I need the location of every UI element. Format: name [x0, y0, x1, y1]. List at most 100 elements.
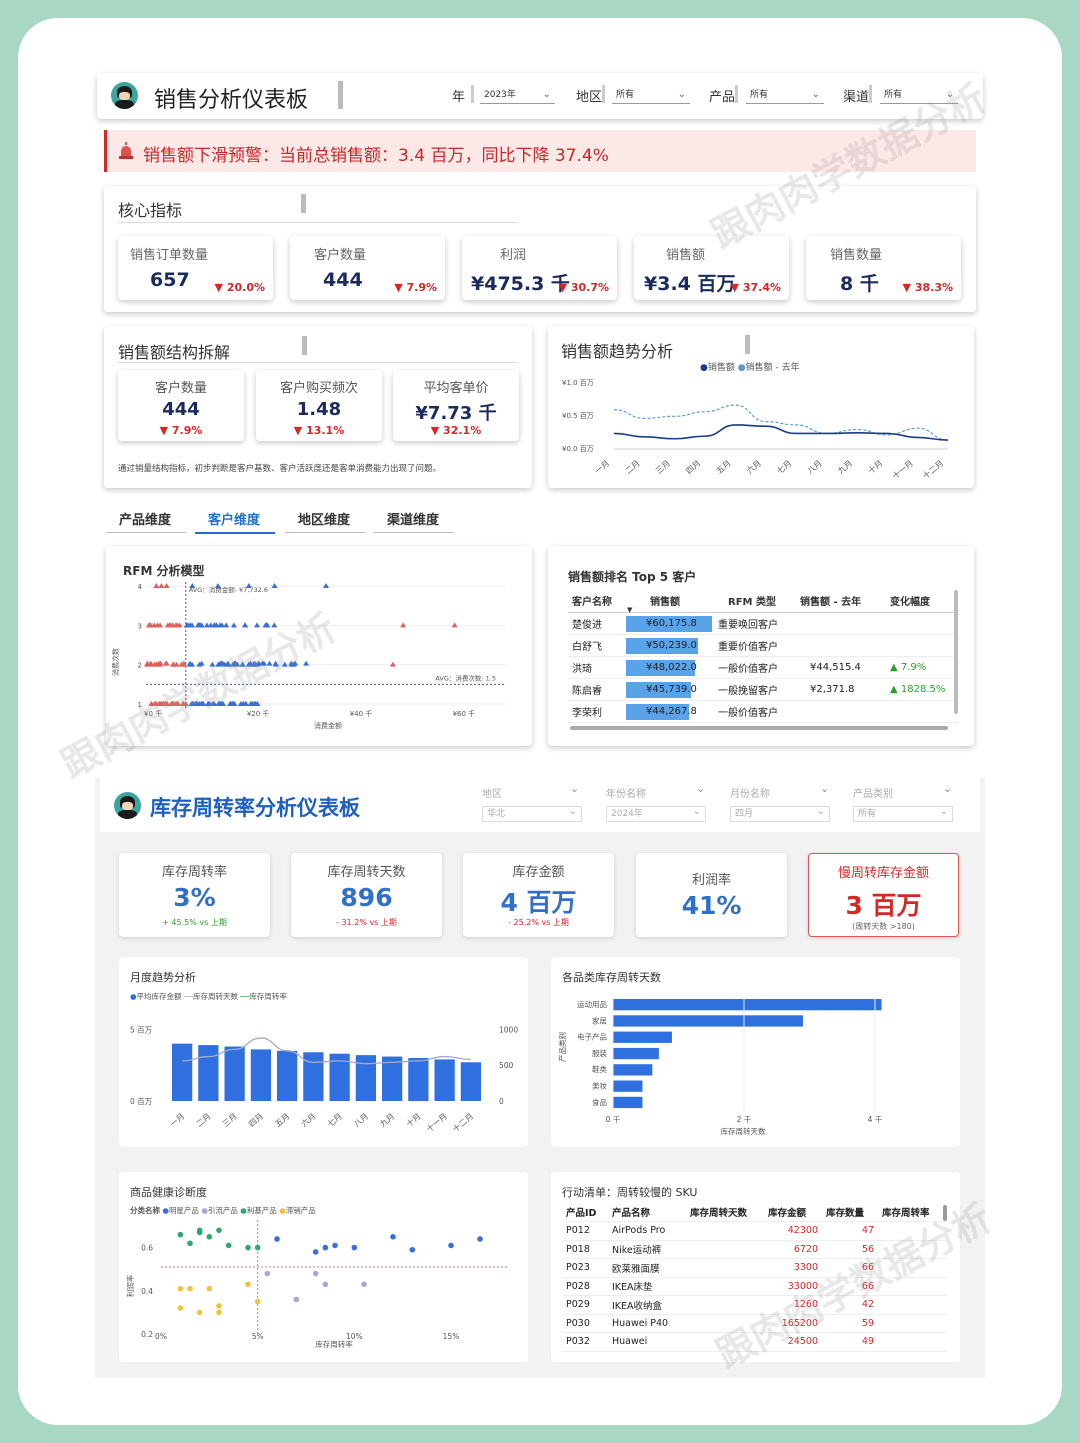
sort-desc-icon[interactable]: ▼ [627, 606, 633, 614]
column-header[interactable]: 销售额 [626, 590, 714, 613]
tab-product[interactable]: 产品维度 [106, 509, 186, 533]
kpi-sub: + 45.5% vs 上期 [162, 918, 227, 927]
filter-channel-select[interactable]: 所有 ⌄ [880, 86, 958, 104]
health-point [177, 1305, 184, 1311]
rfm-point [252, 701, 259, 706]
sku-days [686, 1314, 764, 1333]
sales-alert-banner: 销售额下滑预警：当前总销售额：3.4 百万，同比下降 37.4% [104, 130, 976, 172]
filter-label: 地区 [482, 789, 502, 800]
core-metrics-title: 核心指标 [118, 201, 183, 220]
table-row[interactable]: 楚俊进 ¥60,175.8 重要唤回客户 [568, 612, 958, 635]
table-row[interactable]: P023 欧莱雅面膜 3300 66 [562, 1258, 947, 1278]
kpi-label: 销售数量 [830, 248, 883, 263]
y-tick-label: 3 [138, 622, 142, 630]
table-row[interactable]: 陈启睿 ¥45,739.0 一般挽留客户 ¥2,371.8 ▲ 1828.5% [568, 678, 958, 701]
chevron-down-icon[interactable]: ⌄ [943, 782, 953, 795]
legend-label: 明星产品 [168, 1206, 199, 1215]
column-header[interactable]: 变化幅度 [874, 590, 958, 613]
avg-amount-label: AVG：消费金额: ¥7,732.6 [189, 585, 268, 594]
chevron-down-icon[interactable]: ⌄ [696, 782, 706, 795]
rfm-point [164, 622, 171, 628]
top5-table-wrap: 客户名称 销售额 RFM 类型 销售额 - 去年 变化幅度 楚俊进 ¥60,175… [568, 590, 958, 728]
filter-month-select[interactable]: 四月 ⌄ [730, 806, 830, 822]
filter-region-select[interactable]: 华北 ⌄ [482, 806, 582, 822]
rfm-point [254, 622, 261, 628]
health-point [177, 1231, 184, 1238]
y-tick-label: 0.2 [141, 1330, 153, 1339]
filter-divider [735, 85, 738, 103]
bar [460, 1062, 481, 1101]
rfm-point [195, 622, 202, 628]
column-header[interactable]: 销售额 - 去年 [796, 590, 874, 613]
column-header[interactable]: 产品名称 [608, 1203, 686, 1222]
filter-category-select[interactable]: 所有 ⌄ [853, 806, 953, 822]
tab-channel[interactable]: 渠道维度 [374, 509, 454, 533]
health-point [351, 1244, 358, 1251]
table-row[interactable]: 洪琦 ¥48,022.0 一般价值客户 ¥44,515.4 ▲ 7.9% [568, 656, 958, 679]
bar [613, 1064, 653, 1076]
legend-label: 平均库存金额 [136, 992, 182, 1001]
rfm-point [147, 622, 154, 628]
y-axis-label: 产品类别 [557, 1032, 567, 1062]
table-row[interactable]: 李荣利 ¥44,267.8 一般价值客户 [568, 700, 958, 723]
rfm-point [199, 701, 206, 706]
health-point [206, 1234, 213, 1240]
column-header[interactable]: RFM 类型 [714, 590, 796, 613]
table-row[interactable]: P030 Huawei P40 165200 59 [562, 1314, 947, 1333]
rfm-type: 一般价值客户 [714, 700, 796, 723]
y-tick-label: ¥0.5 百万 [562, 412, 594, 420]
rfm-point [187, 622, 194, 628]
table-scrollbar-v[interactable] [954, 590, 958, 714]
column-header[interactable]: 库存周转天数 [686, 1203, 764, 1222]
table-scrollbar-h[interactable] [570, 726, 948, 730]
table-row[interactable]: P029 IKEA收纳盒 1260 42 [562, 1295, 947, 1315]
filter-product-select[interactable]: 所有 ⌄ [746, 86, 824, 104]
column-header[interactable]: 库存周转率 [878, 1203, 947, 1222]
alarm-icon [119, 142, 133, 160]
rfm-point [211, 701, 218, 706]
tab-region[interactable]: 地区维度 [285, 509, 365, 533]
sku-rate [878, 1332, 947, 1352]
sku-qty: 56 [822, 1240, 878, 1259]
chevron-down-icon[interactable]: ⌄ [570, 782, 580, 795]
x-axis-label: 库存周转率 [315, 1339, 353, 1349]
column-header[interactable]: 库存数量 [822, 1203, 878, 1222]
y2-tick-label: 0 [499, 1097, 504, 1106]
table-scrollbar-v[interactable] [943, 1205, 947, 1221]
sku-amount: 24500 [764, 1332, 822, 1352]
kpi-sub: (周转天数 >180) [852, 922, 915, 931]
column-header[interactable]: 库存金额 [764, 1203, 822, 1222]
filter-year-select[interactable]: 2023年 ⌄ [480, 86, 555, 104]
health-point [254, 1244, 261, 1251]
table-row[interactable]: P032 Huawei 24500 49 [562, 1332, 947, 1352]
health-point [448, 1242, 454, 1249]
y-tick-label: 食品 [592, 1097, 607, 1107]
sku-name: Huawei P40 [608, 1314, 686, 1333]
health-point [187, 1240, 193, 1247]
rfm-type: 一般价值客户 [714, 656, 796, 679]
filter-region-select[interactable]: 所有 ⌄ [612, 86, 690, 104]
structure-value: 1.48 [296, 399, 342, 420]
filter-divider [471, 85, 474, 103]
change: ▲ 1828.5% [874, 678, 958, 701]
table-row[interactable]: P028 IKEA床垫 33000 66 [562, 1277, 947, 1296]
table-row[interactable]: P018 Nike运动裤 6720 56 [562, 1240, 947, 1259]
rfm-point [169, 701, 176, 706]
y-tick-label: 服装 [592, 1048, 607, 1058]
filter-value: 四月 [735, 809, 754, 819]
rfm-point [204, 701, 211, 706]
column-header[interactable]: 产品ID [562, 1203, 608, 1222]
chevron-down-icon[interactable]: ⌄ [820, 782, 830, 795]
x-tick-label: 三月 [654, 459, 672, 476]
x-axis-label: 库存周转天数 [721, 1126, 766, 1136]
column-header[interactable]: 客户名称 [568, 590, 626, 613]
chevron-down-icon: ⌄ [811, 89, 820, 100]
table-row[interactable]: P012 AirPods Pro 42300 47 [562, 1221, 947, 1241]
tab-customer[interactable]: 客户维度 [195, 509, 275, 534]
table-row[interactable]: 白舒飞 ¥50,239.0 重要价值客户 [568, 634, 958, 657]
kpi-value: 8 千 [840, 273, 879, 295]
filter-year-select[interactable]: 2024年 ⌄ [606, 806, 706, 822]
health-point [477, 1236, 483, 1242]
filter-channel-value: 所有 [884, 90, 903, 100]
